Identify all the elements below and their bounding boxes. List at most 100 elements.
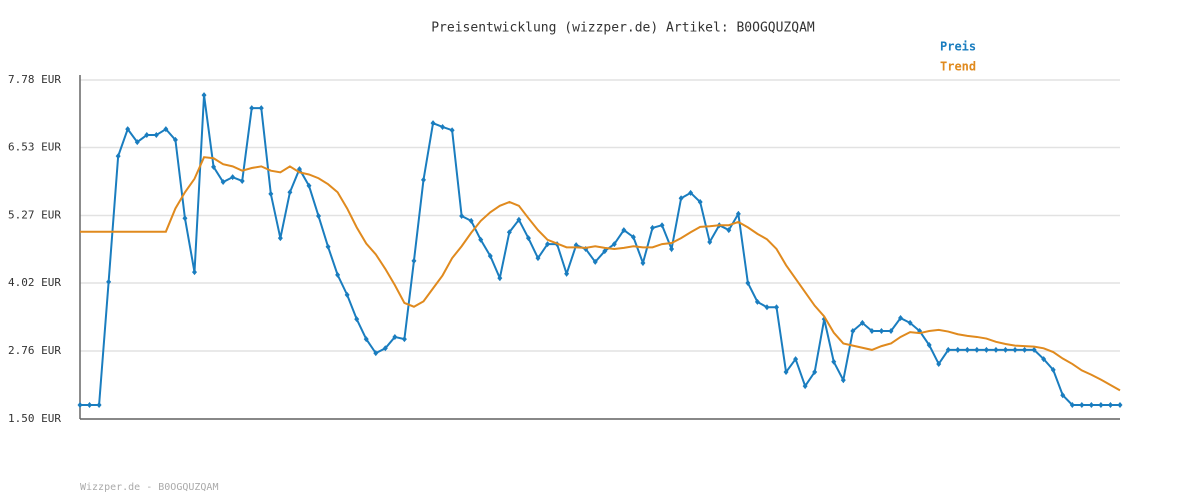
point-marker (592, 258, 598, 265)
point-marker (106, 278, 112, 285)
footer: Wizzper.de - B0OGQUZQAM (80, 482, 218, 493)
point-marker (440, 123, 446, 130)
point-marker (392, 333, 398, 340)
point-marker (831, 358, 837, 365)
point-marker (153, 132, 159, 139)
point-marker (420, 176, 426, 183)
point-marker (907, 319, 913, 326)
point-marker (258, 105, 264, 112)
point-marker (211, 163, 217, 170)
point-marker (659, 222, 665, 229)
point-marker (898, 315, 904, 322)
point-marker (201, 92, 207, 99)
point-marker (707, 238, 713, 245)
point-marker (1003, 346, 1009, 353)
point-marker (1069, 401, 1075, 408)
point-marker (764, 304, 770, 311)
point-marker (1088, 401, 1094, 408)
point-marker (735, 210, 741, 217)
point-marker (249, 105, 255, 112)
point-marker (363, 336, 369, 343)
point-marker (983, 346, 989, 353)
point-marker (191, 269, 197, 276)
point-marker (506, 229, 512, 236)
point-marker (783, 369, 789, 376)
legend-label: Preis (940, 40, 976, 54)
point-marker (955, 346, 961, 353)
y-tick-label: 5.27 EUR (8, 208, 61, 221)
y-tick-label: 2.76 EUR (8, 344, 61, 357)
point-marker (535, 255, 541, 262)
point-marker (115, 153, 121, 160)
point-marker (812, 369, 818, 376)
chart-title: Preisentwicklung (wizzper.de) Artikel: B… (431, 21, 815, 36)
point-marker (77, 401, 83, 408)
point-marker (678, 195, 684, 202)
point-marker (401, 336, 407, 343)
point-marker (936, 360, 942, 367)
point-marker (487, 252, 493, 259)
point-marker (697, 198, 703, 205)
point-marker (516, 216, 522, 223)
point-marker (974, 346, 980, 353)
point-marker (316, 213, 322, 220)
point-marker (602, 248, 608, 255)
point-marker (287, 189, 293, 196)
point-marker (888, 328, 894, 335)
point-marker (1022, 346, 1028, 353)
point-marker (1041, 356, 1047, 363)
point-marker (182, 215, 188, 222)
point-marker (611, 241, 617, 248)
point-marker (230, 174, 236, 181)
legend-label: Trend (940, 60, 976, 74)
point-marker (172, 136, 178, 143)
point-marker (859, 319, 865, 326)
y-tick-label: 4.02 EUR (8, 276, 61, 289)
point-marker (449, 127, 455, 134)
point-marker (277, 235, 283, 242)
point-marker (850, 328, 856, 335)
point-marker (726, 227, 732, 234)
point-marker (87, 401, 93, 408)
series-line (80, 156, 1121, 392)
point-marker (945, 346, 951, 353)
point-marker (993, 346, 999, 353)
point-marker (354, 316, 360, 323)
point-marker (745, 279, 751, 286)
point-marker (268, 190, 274, 197)
point-marker (497, 275, 503, 282)
point-marker (325, 243, 331, 250)
point-marker (335, 271, 341, 278)
point-marker (688, 189, 694, 196)
point-marker (411, 257, 417, 264)
point-marker (545, 241, 551, 248)
point-marker (649, 224, 655, 231)
point-marker (1117, 401, 1123, 408)
point-marker (525, 235, 531, 242)
point-marker (220, 179, 226, 186)
point-marker (1050, 366, 1056, 373)
point-marker (1012, 346, 1018, 353)
point-marker (1031, 346, 1037, 353)
point-marker (1079, 401, 1085, 408)
point-marker (382, 345, 388, 352)
point-marker (478, 236, 484, 243)
point-marker (754, 298, 760, 305)
y-tick-label: 7.78 EUR (8, 73, 61, 86)
point-marker (926, 342, 932, 349)
point-marker (134, 139, 140, 146)
point-marker (344, 291, 350, 298)
point-marker (564, 270, 570, 277)
point-marker (468, 217, 474, 224)
point-marker (869, 328, 875, 335)
point-marker (793, 356, 799, 363)
y-tick-label: 6.53 EUR (8, 140, 61, 153)
point-marker (144, 132, 150, 139)
point-marker (459, 213, 465, 220)
point-marker (964, 346, 970, 353)
point-marker (878, 328, 884, 335)
point-marker (125, 126, 131, 133)
point-marker (840, 377, 846, 384)
point-marker (306, 182, 312, 189)
